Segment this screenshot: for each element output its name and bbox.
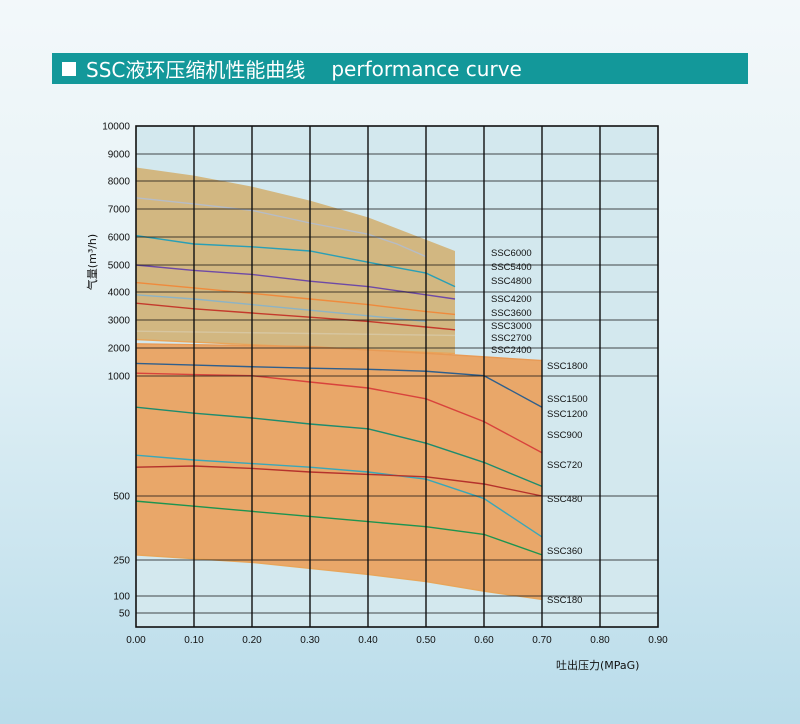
y-tick-label: 8000 — [108, 177, 131, 188]
series-label: SSC1200 — [547, 409, 588, 420]
y-axis-title: 气量(m³/h) — [85, 234, 99, 290]
series-line — [135, 465, 543, 497]
series-line — [135, 406, 543, 488]
series-label: SSC2700 — [491, 333, 532, 344]
y-tick-label: 6000 — [108, 233, 131, 244]
series-label: SSC2400 — [491, 345, 532, 356]
x-axis-title: 吐出压力(MPaG) — [556, 658, 639, 672]
series-label: SSC900 — [547, 430, 582, 441]
x-tick-label: 0.60 — [474, 635, 494, 646]
performance-band — [136, 167, 455, 354]
square-bullet-icon — [62, 61, 76, 76]
series-label: SSC180 — [547, 595, 582, 606]
chart-title-chinese: SSC液环压缩机性能曲线 — [86, 58, 306, 82]
y-tick-label: 50 — [119, 609, 131, 620]
series-line — [135, 554, 543, 601]
series-line — [135, 500, 543, 556]
series-line — [135, 372, 543, 454]
x-tick-label: 0.70 — [532, 635, 552, 646]
y-tick-label: 5000 — [108, 261, 131, 272]
y-tick-label: 100 — [113, 592, 130, 603]
series-label: SSC3000 — [491, 321, 532, 332]
chart-title-bar: SSC液环压缩机性能曲线 performance curve — [52, 53, 748, 84]
y-tick-label: 10000 — [102, 122, 130, 133]
performance-band — [136, 343, 542, 600]
x-tick-label: 0.80 — [590, 635, 610, 646]
x-tick-label: 0.40 — [358, 635, 378, 646]
series-label: SSC3600 — [491, 308, 532, 319]
y-tick-label: 4000 — [108, 288, 131, 299]
chart-title-english: performance curve — [331, 56, 522, 81]
series-label: SSC5400 — [491, 262, 532, 273]
series-line — [135, 330, 456, 337]
series-label: SSC4200 — [491, 294, 532, 305]
x-tick-label: 0.00 — [126, 635, 146, 646]
y-tick-label: 1000 — [108, 372, 131, 383]
y-tick-label: 3000 — [108, 316, 131, 327]
y-tick-label: 7000 — [108, 205, 131, 216]
x-tick-label: 0.50 — [416, 635, 436, 646]
series-label: SSC4800 — [491, 276, 532, 287]
series-line — [135, 454, 543, 538]
series-label: SSC1500 — [547, 394, 588, 405]
y-tick-label: 500 — [113, 492, 130, 503]
series-label: SSC6000 — [491, 248, 532, 259]
x-tick-label: 0.20 — [242, 635, 262, 646]
series-line — [135, 343, 543, 362]
x-tick-label: 0.10 — [184, 635, 204, 646]
x-tick-label: 0.90 — [648, 635, 668, 646]
y-tick-label: 9000 — [108, 150, 131, 161]
series-label: SSC360 — [547, 546, 582, 557]
series-line — [135, 234, 456, 288]
series-label: SSC1800 — [547, 361, 588, 372]
series-line — [135, 362, 543, 408]
series-label: SSC720 — [547, 460, 582, 471]
x-tick-label: 0.30 — [300, 635, 320, 646]
y-tick-label: 2000 — [108, 344, 131, 355]
y-tick-label: 250 — [113, 556, 130, 567]
plot-frame — [135, 125, 659, 628]
series-label: SSC480 — [547, 494, 582, 505]
series-line — [135, 294, 427, 323]
